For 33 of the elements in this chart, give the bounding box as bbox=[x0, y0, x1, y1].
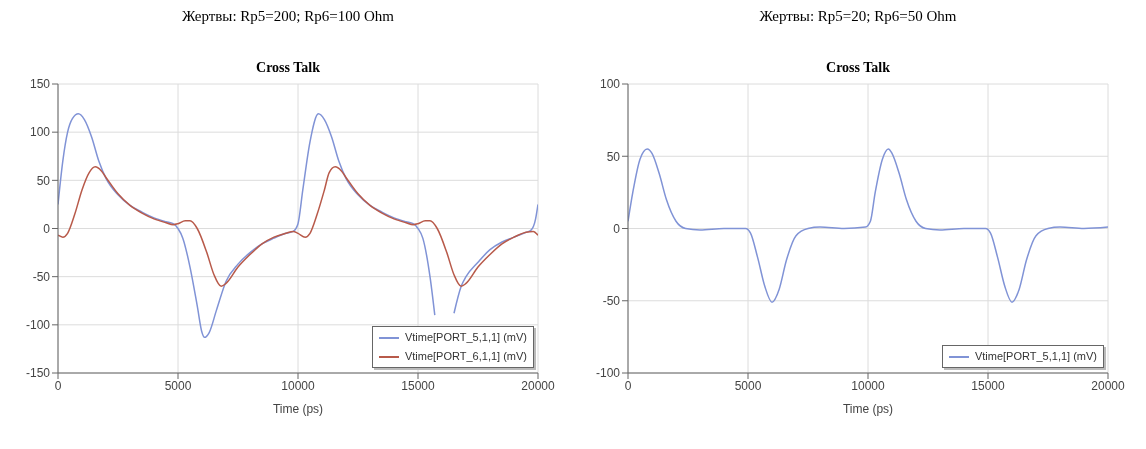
x-tick-label: 5000 bbox=[734, 378, 762, 393]
x-axis-title: Time (ps) bbox=[272, 402, 324, 416]
y-tick-label: 100 bbox=[29, 125, 51, 140]
x-tick-label: 5000 bbox=[164, 378, 192, 393]
x-tick-label: 10000 bbox=[281, 378, 316, 393]
chart-title: Жертвы: Rp5=200; Rp6=100 Ohm bbox=[181, 8, 395, 26]
x-axis-title: Time (ps) bbox=[842, 402, 894, 416]
chart-subtitle: Cross Talk bbox=[255, 60, 321, 77]
y-tick-label: -100 bbox=[595, 366, 621, 381]
y-tick-label: 50 bbox=[36, 173, 51, 188]
line-series bbox=[58, 166, 538, 288]
x-tick-label: 20000 bbox=[1091, 378, 1126, 393]
x-tick-label: 10000 bbox=[851, 378, 886, 393]
y-tick-label: 0 bbox=[43, 221, 51, 236]
chart-subtitle: Cross Talk bbox=[825, 60, 891, 77]
y-tick-label: 100 bbox=[599, 77, 621, 92]
y-tick-label: -50 bbox=[602, 294, 621, 309]
x-tick-label: 15000 bbox=[971, 378, 1006, 393]
y-tick-label: 50 bbox=[606, 149, 621, 164]
legend-label: Vtime[PORT_5,1,1] (mV) bbox=[404, 330, 527, 345]
line-series bbox=[628, 148, 1108, 303]
y-tick-label: 150 bbox=[29, 77, 51, 92]
chart-title: Жертвы: Rp5=20; Rp6=50 Ohm bbox=[758, 8, 958, 26]
x-tick-label: 15000 bbox=[401, 378, 436, 393]
x-tick-label: 0 bbox=[54, 378, 62, 393]
legend-label: Vtime[PORT_5,1,1] (mV) bbox=[974, 349, 1097, 364]
legend-label: Vtime[PORT_6,1,1] (mV) bbox=[404, 349, 527, 364]
y-tick-label: -100 bbox=[25, 318, 51, 333]
x-tick-label: 20000 bbox=[521, 378, 556, 393]
y-tick-label: -50 bbox=[32, 269, 51, 284]
y-tick-label: -150 bbox=[25, 366, 51, 381]
x-tick-label: 0 bbox=[624, 378, 632, 393]
y-tick-label: 0 bbox=[613, 221, 621, 236]
